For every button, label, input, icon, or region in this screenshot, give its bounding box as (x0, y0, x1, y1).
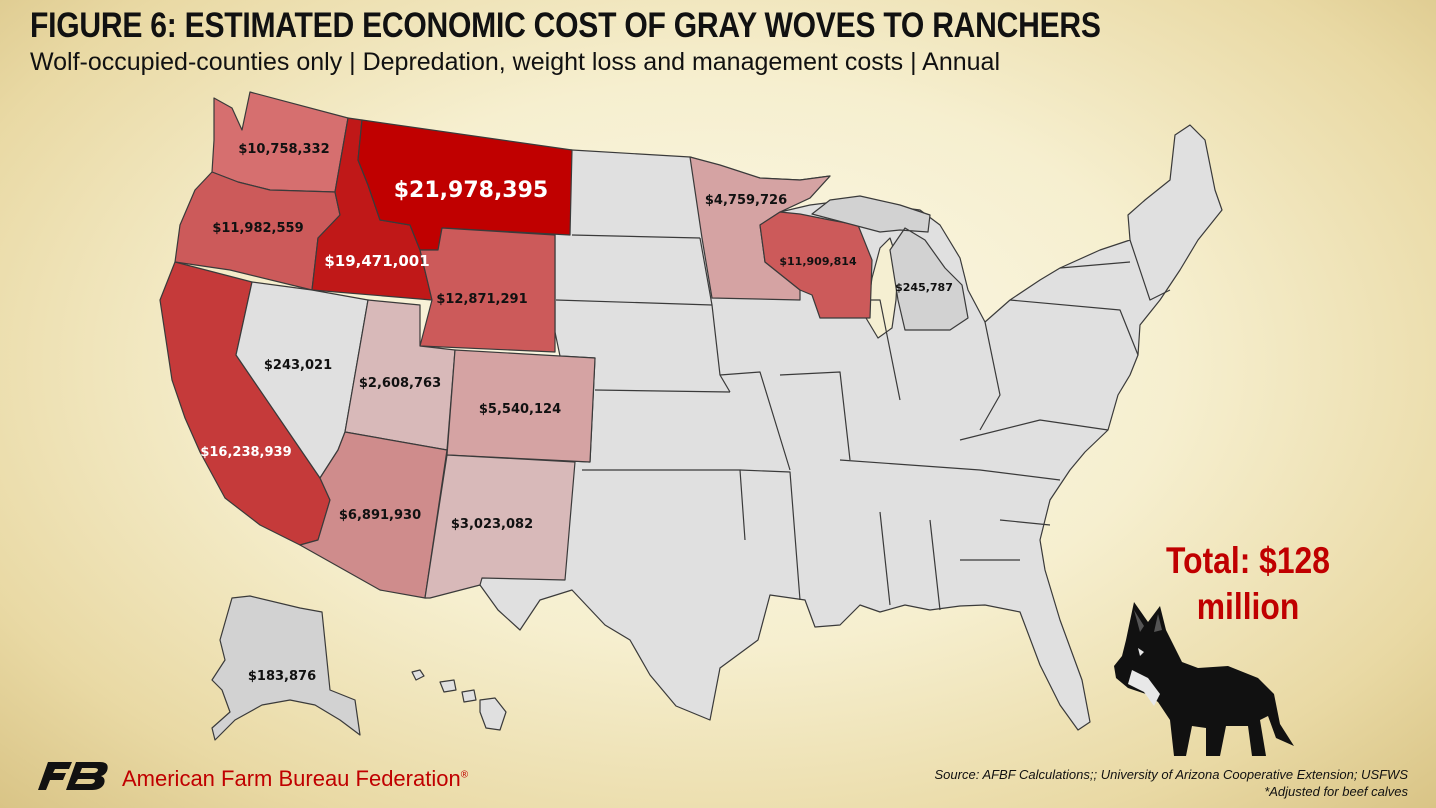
state-wyoming (419, 227, 556, 353)
state-border-lines (555, 234, 1171, 611)
org-name: American Farm Bureau Federation® (122, 766, 468, 792)
fb-logo-icon (38, 762, 108, 790)
label-arizona: $6,891,930 (339, 508, 421, 523)
state-wisconsin (759, 211, 873, 319)
state-michigan (811, 195, 969, 331)
state-new-mexico (424, 454, 576, 599)
state-alaska (211, 595, 361, 741)
org-name-text: American Farm Bureau Federation (122, 766, 461, 791)
label-washington: $10,758,332 (238, 142, 329, 157)
label-michigan: $245,787 (895, 281, 953, 294)
total-callout: Total: $128 million (1162, 538, 1334, 630)
label-wisconsin: $11,909,814 (779, 255, 857, 268)
registered-mark: ® (460, 769, 469, 781)
label-alaska: $183,876 (248, 669, 316, 684)
label-colorado: $5,540,124 (479, 402, 561, 417)
label-california: $16,238,939 (200, 445, 291, 460)
total-line-1: Total: $128 (1166, 540, 1330, 581)
figure-title: FIGURE 6: ESTIMATED ECONOMIC COST OF GRA… (30, 6, 1101, 45)
wolf-icon (1114, 602, 1294, 756)
figure-subtitle: Wolf-occupied-counties only | Depredatio… (30, 48, 1001, 76)
label-new-mexico: $3,023,082 (451, 517, 533, 532)
label-nevada: $243,021 (264, 358, 332, 373)
source-note: Source: AFBF Calculations;; University o… (935, 766, 1408, 800)
label-minnesota: $4,759,726 (705, 193, 787, 208)
state-colorado (446, 349, 596, 463)
label-oregon: $11,982,559 (212, 221, 303, 236)
state-hawaii (411, 669, 507, 731)
label-montana: $21,978,395 (394, 178, 548, 203)
total-line-2: million (1196, 586, 1300, 627)
lake-michigan (865, 237, 899, 339)
source-text: Source: AFBF Calculations;; University o… (934, 767, 1408, 782)
footnote-text: *Adjusted for beef calves (1264, 784, 1408, 799)
label-utah: $2,608,763 (359, 376, 441, 391)
label-idaho: $19,471,001 (324, 252, 429, 270)
us-gray-base (424, 124, 1223, 731)
label-wyoming: $12,871,291 (436, 292, 527, 307)
